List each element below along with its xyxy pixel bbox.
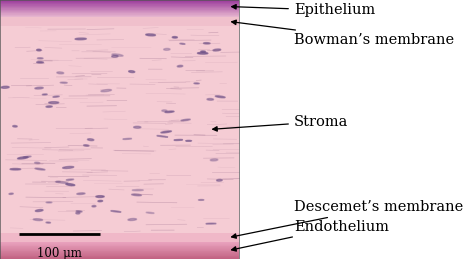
Ellipse shape <box>46 106 52 107</box>
Ellipse shape <box>112 54 123 56</box>
Text: Stroma: Stroma <box>213 115 348 131</box>
Ellipse shape <box>66 184 75 186</box>
Ellipse shape <box>53 96 59 97</box>
Text: Epithelium: Epithelium <box>232 3 375 17</box>
Ellipse shape <box>201 51 206 52</box>
Ellipse shape <box>63 166 74 169</box>
Ellipse shape <box>49 102 59 104</box>
Ellipse shape <box>128 219 137 220</box>
Ellipse shape <box>146 212 154 213</box>
Ellipse shape <box>56 181 68 183</box>
Text: Endothelium: Endothelium <box>232 220 389 251</box>
Ellipse shape <box>174 139 182 140</box>
Ellipse shape <box>206 223 216 224</box>
Ellipse shape <box>199 199 204 200</box>
Ellipse shape <box>76 211 82 212</box>
Ellipse shape <box>164 48 170 50</box>
Ellipse shape <box>1 86 9 88</box>
Ellipse shape <box>207 98 213 100</box>
Ellipse shape <box>36 210 43 212</box>
Ellipse shape <box>88 139 94 141</box>
Ellipse shape <box>210 159 218 161</box>
Ellipse shape <box>132 190 143 191</box>
Ellipse shape <box>186 140 191 141</box>
Ellipse shape <box>42 94 47 95</box>
Ellipse shape <box>215 96 225 98</box>
Ellipse shape <box>36 49 41 51</box>
Ellipse shape <box>165 111 174 113</box>
Ellipse shape <box>217 179 222 181</box>
Ellipse shape <box>180 43 185 44</box>
Ellipse shape <box>134 126 141 128</box>
Ellipse shape <box>198 52 208 54</box>
Ellipse shape <box>111 211 121 212</box>
Ellipse shape <box>101 89 111 92</box>
Ellipse shape <box>83 145 89 146</box>
Ellipse shape <box>112 55 118 57</box>
Ellipse shape <box>177 65 183 67</box>
Text: 100 μm: 100 μm <box>37 247 82 259</box>
Ellipse shape <box>161 131 172 133</box>
Text: Bowman’s membrane: Bowman’s membrane <box>232 20 454 47</box>
Ellipse shape <box>172 37 177 38</box>
Ellipse shape <box>96 196 104 197</box>
Ellipse shape <box>9 193 13 195</box>
Ellipse shape <box>213 49 221 51</box>
Ellipse shape <box>18 157 28 159</box>
Ellipse shape <box>46 202 52 203</box>
Ellipse shape <box>55 181 60 182</box>
Ellipse shape <box>75 38 86 40</box>
Ellipse shape <box>35 168 45 170</box>
Ellipse shape <box>132 194 141 196</box>
Text: Descemet’s membrane: Descemet’s membrane <box>232 200 463 238</box>
Ellipse shape <box>36 62 44 63</box>
Ellipse shape <box>162 110 167 112</box>
Ellipse shape <box>203 43 210 44</box>
Ellipse shape <box>10 168 21 170</box>
Ellipse shape <box>33 219 43 221</box>
Ellipse shape <box>128 71 135 73</box>
Ellipse shape <box>37 58 43 59</box>
Ellipse shape <box>13 126 17 127</box>
Ellipse shape <box>157 135 168 137</box>
Ellipse shape <box>23 156 31 158</box>
Ellipse shape <box>92 205 96 207</box>
Ellipse shape <box>194 83 199 84</box>
Ellipse shape <box>123 138 132 139</box>
Ellipse shape <box>35 162 40 164</box>
Ellipse shape <box>60 82 67 83</box>
Ellipse shape <box>46 222 50 223</box>
Ellipse shape <box>77 193 85 195</box>
Ellipse shape <box>146 34 155 36</box>
Ellipse shape <box>35 87 43 89</box>
Ellipse shape <box>98 200 102 202</box>
Ellipse shape <box>76 212 80 214</box>
Ellipse shape <box>57 72 64 74</box>
Ellipse shape <box>181 119 190 121</box>
Ellipse shape <box>66 179 73 180</box>
